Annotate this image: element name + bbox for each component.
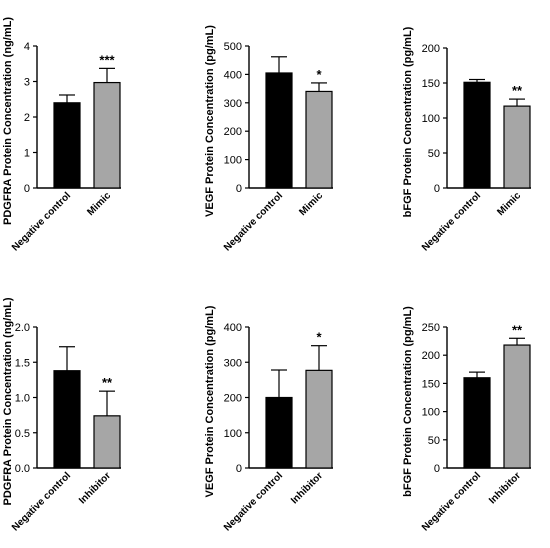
significance-marker: ** (512, 83, 523, 98)
bar-negative-control (53, 102, 81, 189)
y-axis-label: PDGFRA Protein Concentration (ng/mL) (2, 297, 14, 505)
y-tick-label: 250 (422, 322, 440, 334)
y-tick-label: 0 (434, 183, 440, 195)
y-tick-label: 0 (24, 183, 30, 195)
y-tick-label: 0.0 (15, 463, 30, 475)
category-label: Negative control (10, 190, 73, 253)
y-tick-label: 200 (422, 43, 440, 55)
y-axis-label: PDGFRA Protein Concentration (ng/mL) (2, 17, 14, 225)
y-tick-label: 300 (224, 98, 242, 110)
bar-negative-control (463, 81, 491, 189)
bar-mimic (93, 81, 121, 189)
category-label: Mimic (85, 190, 113, 218)
y-tick-label: 200 (224, 393, 242, 405)
y-tick-label: 1.0 (15, 393, 30, 405)
y-tick-label: 500 (224, 41, 242, 53)
y-tick-label: 0 (434, 463, 440, 475)
bar-negative-control (53, 370, 81, 469)
y-tick-label: 200 (224, 126, 242, 138)
chart-panel-2: 0 100 200 300 400 500 VEGF Protein Concentrati… (204, 25, 333, 254)
y-tick-label: 100 (224, 428, 242, 440)
y-tick-label: 0.5 (15, 428, 30, 440)
category-label: Negative control (420, 470, 483, 533)
category-label: Negative control (222, 190, 285, 253)
y-tick-label: 1 (24, 148, 30, 160)
category-label: Negative control (222, 470, 285, 533)
bar-mimic (305, 90, 333, 189)
y-axis-label: bFGF Protein Concentration (pg/mL) (402, 26, 414, 217)
chart-panel-5: 0 100 200 300 400 VEGF Protein Concentration … (204, 305, 333, 534)
significance-marker: * (316, 330, 322, 345)
y-tick-label: 100 (422, 407, 440, 419)
y-tick-label: 150 (422, 378, 440, 390)
chart-panel-6: 0 50 100 150 200 250 bFGF Protein Concentratio… (402, 306, 531, 534)
bar-negative-control (265, 396, 293, 469)
y-tick-label: 2 (24, 112, 30, 124)
bar-inhibitor (503, 344, 531, 469)
significance-marker: *** (99, 52, 115, 67)
y-tick-label: 400 (224, 322, 242, 334)
chart-panel-1: 0 1 2 3 4 PDGFRA Protein Concentration (ng/mL… (2, 17, 121, 254)
y-tick-label: 1.5 (15, 357, 30, 369)
y-tick-label: 0 (236, 183, 242, 195)
y-tick-label: 50 (428, 435, 440, 447)
bar-mimic (503, 105, 531, 189)
category-label: Mimic (495, 190, 523, 218)
y-tick-label: 3 (24, 77, 30, 89)
y-axis-label: VEGF Protein Concentration (pg/mL) (204, 305, 216, 497)
y-tick-label: 100 (422, 113, 440, 125)
y-tick-label: 200 (422, 350, 440, 362)
y-tick-label: 150 (422, 78, 440, 90)
y-tick-label: 100 (224, 155, 242, 167)
bar-inhibitor (305, 369, 333, 469)
category-label: Negative control (420, 190, 483, 253)
significance-marker: ** (512, 322, 523, 337)
category-label: Inhibitor (289, 470, 325, 506)
category-label: Inhibitor (487, 470, 523, 506)
category-label: Negative control (10, 470, 73, 533)
y-tick-label: 4 (24, 41, 30, 53)
significance-marker: * (316, 67, 322, 82)
chart-panel-3: 0 50 100 150 200 bFGF Protein Concentration (… (402, 26, 531, 254)
bar-negative-control (463, 377, 491, 469)
y-tick-label: 0 (236, 463, 242, 475)
category-label: Mimic (297, 190, 325, 218)
bar-inhibitor (93, 415, 121, 469)
y-tick-label: 50 (428, 148, 440, 160)
y-axis-label: VEGF Protein Concentration (pg/mL) (204, 25, 216, 217)
significance-marker: ** (102, 375, 113, 390)
category-label: Inhibitor (77, 470, 113, 506)
bar-negative-control (265, 72, 293, 189)
y-tick-label: 400 (224, 69, 242, 81)
y-tick-label: 300 (224, 357, 242, 369)
y-axis-label: bFGF Protein Concentration (pg/mL) (402, 306, 414, 497)
y-tick-label: 2.0 (15, 322, 30, 334)
